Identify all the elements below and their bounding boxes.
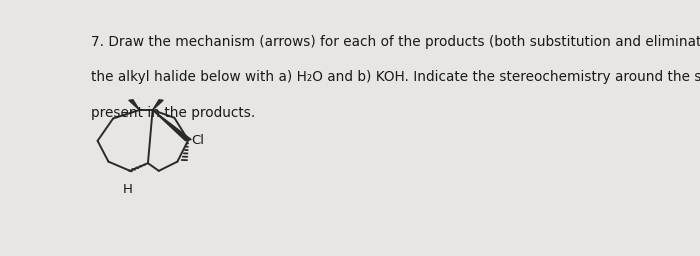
- Text: 7. Draw the mechanism (arrows) for each of the products (both substitution and e: 7. Draw the mechanism (arrows) for each …: [91, 35, 700, 49]
- Polygon shape: [129, 100, 139, 110]
- Polygon shape: [153, 100, 163, 110]
- Text: present in the products.: present in the products.: [91, 106, 256, 120]
- Polygon shape: [153, 110, 191, 141]
- Text: H: H: [122, 183, 132, 196]
- Text: Cl: Cl: [192, 134, 204, 146]
- Text: the alkyl halide below with a) H₂O and b) KOH. Indicate the stereochemistry arou: the alkyl halide below with a) H₂O and b…: [91, 70, 700, 84]
